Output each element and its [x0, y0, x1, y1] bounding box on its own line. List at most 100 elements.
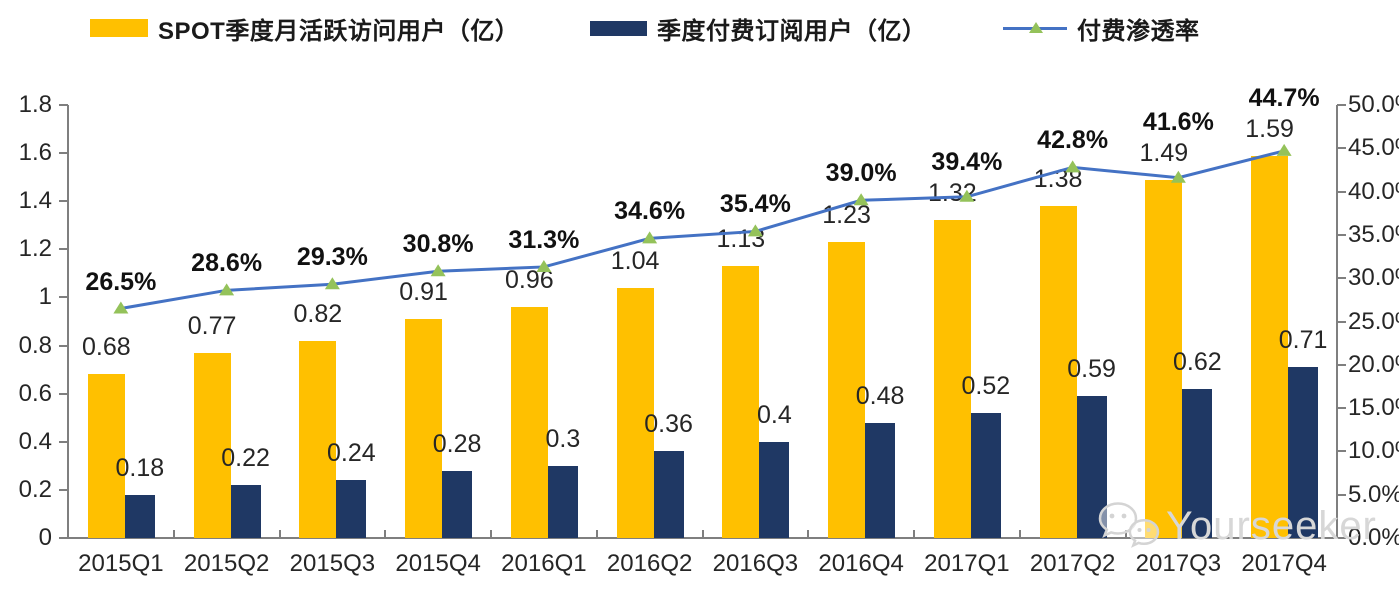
- y-axis-right-tick: [1337, 104, 1346, 106]
- bar-subscribers: [759, 441, 790, 538]
- bar-mau: [405, 319, 443, 538]
- bar-subscribers: [230, 485, 261, 538]
- x-axis-tick: [490, 530, 492, 538]
- line-marker-triangle-icon: [536, 259, 552, 272]
- bar-subscribers: [970, 412, 1001, 538]
- line-marker-triangle-icon: [747, 224, 763, 237]
- y-axis-right-tick: [1337, 450, 1346, 453]
- y-axis-right-tick: [1337, 320, 1346, 323]
- bar-value-label-subscribers: 0.59: [1067, 355, 1116, 384]
- bar-value-label-subscribers: 0.24: [327, 439, 376, 468]
- x-axis-tick: [913, 530, 915, 538]
- x-axis-tick: [278, 530, 281, 538]
- line-marker-triangle-icon: [959, 189, 975, 202]
- y-axis-right-tick-label: 50.0%: [1348, 91, 1399, 118]
- legend-item-penetration: 付费渗透率: [1003, 12, 1200, 45]
- y-axis-left-tick: [59, 537, 68, 539]
- y-axis-left-tick: [59, 296, 68, 299]
- bar-value-label-subscribers: 0.22: [221, 444, 270, 473]
- line-marker-triangle-icon: [1170, 170, 1186, 183]
- x-axis-category-label: 2017Q4: [1241, 550, 1327, 577]
- line-marker-triangle-icon: [430, 264, 446, 277]
- y-axis-left-tick: [59, 344, 68, 347]
- x-axis-tick: [1230, 530, 1233, 538]
- x-axis-category-label: 2015Q3: [289, 550, 376, 577]
- bar-value-label-mau: 1.04: [610, 246, 660, 275]
- watermark-text: Yourseeker: [1166, 503, 1377, 548]
- x-axis-category-label: 2017Q3: [1135, 550, 1222, 577]
- bar-subscribers: [336, 480, 367, 538]
- y-axis-left-tick-label: 1: [38, 283, 52, 311]
- y-axis-left-tick: [59, 200, 68, 203]
- bar-mau: [616, 287, 654, 538]
- legend-triangle-marker-icon: [1029, 22, 1043, 33]
- bar-subscribers: [124, 494, 155, 538]
- x-axis-tick: [595, 530, 598, 538]
- y-axis-left-tick-label: 1.6: [18, 139, 52, 167]
- line-marker-triangle-icon: [113, 301, 129, 314]
- bar-mau: [510, 307, 548, 538]
- y-axis-left-tick-label: 0.6: [18, 379, 52, 407]
- y-axis-right-tick-label: 10.0%: [1348, 437, 1399, 465]
- x-axis-tick: [807, 530, 810, 538]
- bar-mau: [299, 340, 337, 538]
- y-axis-left-tick: [59, 488, 68, 491]
- y-axis-right-tick-label: 5.0%: [1348, 480, 1399, 508]
- line-marker-triangle-icon: [1065, 160, 1081, 173]
- bar-value-label-subscribers: 0.62: [1173, 347, 1222, 376]
- line-path: [120, 149, 1285, 310]
- y-axis-right-tick: [1337, 233, 1346, 236]
- bar-value-label-mau: 1.49: [1139, 138, 1189, 167]
- penetration-value-label: 44.7%: [1248, 83, 1320, 112]
- wechat-icon: [1098, 502, 1160, 548]
- line-marker-triangle-icon: [1276, 143, 1292, 156]
- penetration-value-label: 39.0%: [825, 159, 897, 188]
- y-axis-right-tick-label: 25.0%: [1348, 307, 1399, 335]
- y-axis-right-tick: [1337, 493, 1346, 496]
- bar-mau: [1145, 179, 1183, 538]
- x-axis-category-label: 2016Q4: [818, 550, 904, 577]
- x-axis-category-label: 2016Q2: [606, 550, 693, 577]
- y-axis-right-tick: [1337, 363, 1346, 366]
- legend-swatch-mau: [90, 19, 148, 37]
- y-axis-right-tick: [1337, 537, 1346, 539]
- legend-label-mau: SPOT季度月活跃访问用户（亿）: [158, 17, 520, 45]
- bar-value-label-subscribers: 0.48: [855, 381, 905, 410]
- penetration-value-label: 41.6%: [1142, 107, 1214, 136]
- bar-value-label-mau: 0.91: [399, 278, 448, 307]
- y-axis-right-tick: [1337, 147, 1346, 150]
- bar-subscribers: [1182, 388, 1213, 538]
- bar-value-label-subscribers: 0.4: [756, 400, 792, 429]
- bar-subscribers: [1288, 367, 1319, 538]
- y-axis-left-tick: [59, 392, 68, 395]
- x-axis-category-label: 2015Q4: [395, 550, 481, 577]
- y-axis-left-tick-label: 1.2: [18, 235, 52, 263]
- bar-mau: [193, 352, 231, 538]
- bar-value-label-subscribers: 0.18: [115, 453, 165, 482]
- bar-value-label-mau: 0.82: [293, 299, 343, 328]
- y-axis-left-tick: [59, 248, 68, 251]
- bar-value-label-mau: 0.77: [187, 311, 237, 340]
- x-axis-category-label: 2016Q3: [712, 550, 799, 577]
- bar-value-label-subscribers: 0.36: [644, 410, 693, 439]
- y-axis-left-tick: [59, 440, 68, 443]
- y-axis-right-tick-label: 15.0%: [1348, 394, 1399, 422]
- x-axis-tick: [701, 530, 704, 538]
- y-axis-right-tick: [1337, 190, 1346, 193]
- penetration-value-label: 39.4%: [931, 148, 1003, 177]
- legend-item-subscribers: 季度付费订阅用户（亿）: [590, 12, 927, 45]
- y-axis-left-tick-label: 1.4: [18, 187, 52, 215]
- x-axis-category-label: 2016Q1: [501, 550, 587, 577]
- y-axis-left-tick-label: 0.8: [18, 331, 52, 359]
- x-axis-category-label: 2015Q1: [78, 550, 164, 577]
- legend-label-subscribers: 季度付费订阅用户（亿）: [657, 17, 927, 45]
- penetration-value-label: 26.5%: [85, 267, 157, 296]
- y-axis-left-tick-label: 1.8: [18, 91, 52, 118]
- y-axis-right-tick: [1337, 407, 1346, 410]
- x-axis-tick: [172, 530, 175, 538]
- y-axis-right-tick-label: 30.0%: [1348, 264, 1399, 292]
- legend-swatch-penetration: [1003, 20, 1067, 36]
- line-marker-triangle-icon: [642, 231, 658, 244]
